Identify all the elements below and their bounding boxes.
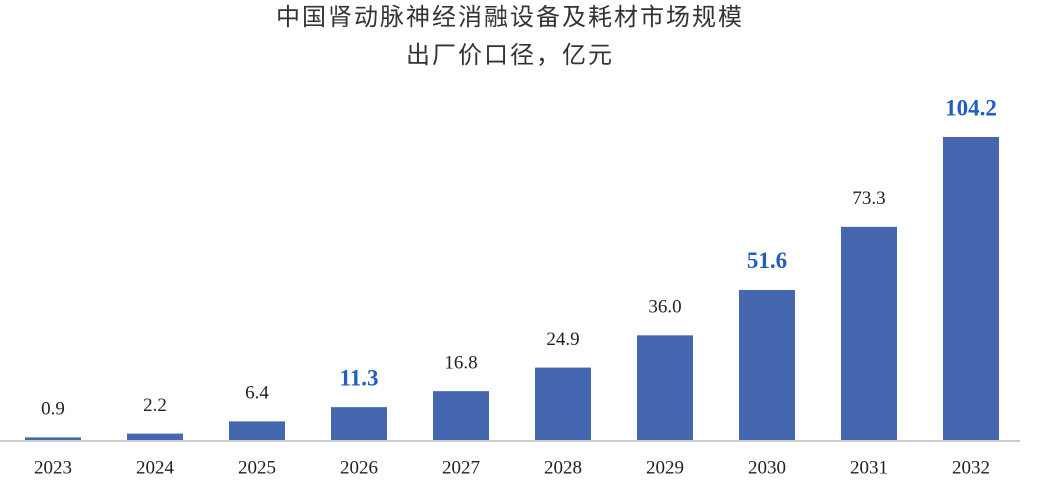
x-tick-label: 2027 (442, 457, 480, 478)
chart-subtitle: 出厂价口径，亿元 (406, 41, 614, 69)
x-tick-label: 2025 (238, 457, 276, 478)
x-tick-label: 2029 (646, 457, 684, 478)
bar (841, 226, 897, 440)
value-label: 24.9 (546, 329, 579, 350)
bar (943, 137, 999, 440)
x-tick-label: 2032 (952, 457, 990, 478)
bar (331, 407, 387, 440)
bar (637, 335, 693, 440)
bar (229, 421, 285, 440)
bar (739, 289, 795, 440)
value-label: 11.3 (340, 365, 379, 390)
x-tick-label: 2026 (340, 457, 378, 478)
value-label: 36.0 (648, 297, 681, 318)
bar (25, 437, 81, 440)
x-tick-label: 2030 (748, 457, 786, 478)
value-label: 6.4 (245, 383, 269, 404)
chart-title: 中国肾动脉神经消融设备及耗材市场规模 (276, 3, 744, 31)
x-tick-label: 2028 (544, 457, 582, 478)
value-label: 51.6 (747, 248, 787, 273)
x-tick-label: 2023 (34, 457, 72, 478)
bar (127, 433, 183, 440)
bar (433, 391, 489, 440)
value-label: 2.2 (143, 395, 167, 416)
x-tick-label: 2031 (850, 457, 888, 478)
value-label: 73.3 (852, 188, 885, 209)
value-label: 0.9 (41, 399, 65, 420)
x-tick-label: 2024 (136, 457, 175, 478)
bar (535, 367, 591, 440)
value-label: 104.2 (945, 95, 997, 120)
value-label: 16.8 (444, 353, 477, 374)
